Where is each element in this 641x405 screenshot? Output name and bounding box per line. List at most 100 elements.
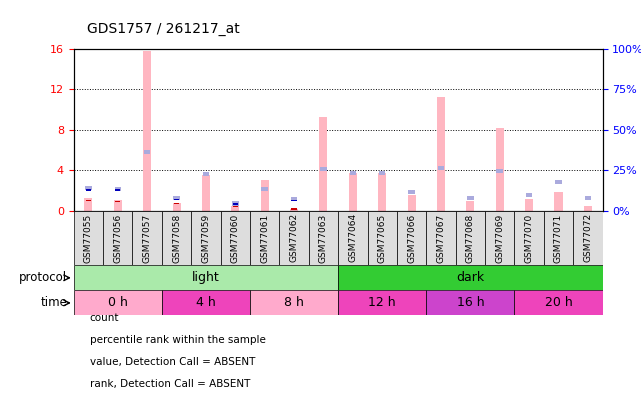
Bar: [233, 203, 238, 205]
Text: value, Detection Call = ABSENT: value, Detection Call = ABSENT: [90, 357, 255, 367]
Bar: [573, 211, 603, 265]
Text: 16 h: 16 h: [456, 296, 484, 309]
Text: 4 h: 4 h: [196, 296, 216, 309]
Bar: [338, 290, 426, 315]
Bar: [526, 194, 532, 198]
Bar: [485, 211, 514, 265]
Bar: [143, 51, 151, 211]
Text: count: count: [90, 313, 119, 322]
Bar: [291, 197, 297, 201]
Text: GSM77061: GSM77061: [260, 213, 269, 262]
Text: GSM77067: GSM77067: [437, 213, 445, 262]
Bar: [349, 173, 357, 211]
Bar: [74, 290, 162, 315]
Text: GSM77066: GSM77066: [407, 213, 416, 262]
Text: 0 h: 0 h: [108, 296, 128, 309]
Text: protocol: protocol: [19, 271, 67, 284]
Bar: [74, 265, 338, 290]
Bar: [292, 208, 297, 210]
Bar: [378, 173, 387, 211]
Bar: [262, 187, 268, 192]
Bar: [438, 166, 444, 170]
Bar: [309, 211, 338, 265]
Bar: [319, 117, 328, 211]
Text: GSM77057: GSM77057: [143, 213, 152, 262]
Bar: [466, 201, 474, 211]
Bar: [202, 175, 210, 211]
Bar: [85, 186, 92, 190]
Bar: [338, 211, 367, 265]
Bar: [86, 190, 91, 191]
Bar: [85, 198, 92, 211]
Bar: [379, 171, 385, 175]
Bar: [231, 206, 239, 211]
Bar: [203, 172, 209, 176]
Bar: [174, 202, 179, 205]
Bar: [514, 290, 603, 315]
Bar: [103, 211, 133, 265]
Text: rank, Detection Call = ABSENT: rank, Detection Call = ABSENT: [90, 379, 250, 389]
Bar: [250, 290, 338, 315]
Bar: [467, 196, 474, 200]
Bar: [133, 211, 162, 265]
Bar: [426, 211, 456, 265]
Bar: [408, 190, 415, 194]
Text: GSM77056: GSM77056: [113, 213, 122, 262]
Bar: [338, 265, 603, 290]
Bar: [261, 180, 269, 211]
Bar: [115, 187, 121, 192]
Text: 20 h: 20 h: [545, 296, 572, 309]
Text: GSM77069: GSM77069: [495, 213, 504, 262]
Bar: [173, 196, 179, 200]
Bar: [172, 202, 181, 211]
Bar: [426, 290, 514, 315]
Bar: [367, 211, 397, 265]
Text: 8 h: 8 h: [284, 296, 304, 309]
Bar: [162, 290, 250, 315]
Text: GSM77068: GSM77068: [466, 213, 475, 262]
Bar: [144, 150, 151, 154]
Bar: [174, 198, 179, 200]
Bar: [554, 192, 563, 211]
Bar: [290, 209, 298, 211]
Bar: [292, 200, 297, 201]
Text: GSM77063: GSM77063: [319, 213, 328, 262]
Text: GSM77058: GSM77058: [172, 213, 181, 262]
Bar: [525, 200, 533, 211]
Bar: [349, 171, 356, 175]
Bar: [585, 196, 591, 200]
Text: dark: dark: [456, 271, 485, 284]
Text: GSM77071: GSM77071: [554, 213, 563, 262]
Text: GSM77070: GSM77070: [524, 213, 533, 262]
Text: time: time: [40, 296, 67, 309]
Text: percentile rank within the sample: percentile rank within the sample: [90, 335, 265, 345]
Bar: [113, 200, 122, 211]
Bar: [555, 180, 562, 184]
Bar: [408, 196, 415, 211]
Text: GSM77060: GSM77060: [231, 213, 240, 262]
Bar: [221, 211, 250, 265]
Text: GSM77064: GSM77064: [348, 213, 357, 262]
Text: GSM77055: GSM77055: [84, 213, 93, 262]
Bar: [437, 97, 445, 211]
Bar: [86, 200, 91, 201]
Text: GSM77059: GSM77059: [201, 213, 210, 262]
Bar: [191, 211, 221, 265]
Bar: [584, 206, 592, 211]
Text: GSM77065: GSM77065: [378, 213, 387, 262]
Bar: [397, 211, 426, 265]
Text: GSM77062: GSM77062: [290, 213, 299, 262]
Bar: [162, 211, 191, 265]
Bar: [495, 128, 504, 211]
Text: 12 h: 12 h: [369, 296, 396, 309]
Bar: [544, 211, 573, 265]
Bar: [279, 211, 309, 265]
Text: light: light: [192, 271, 220, 284]
Bar: [74, 211, 103, 265]
Bar: [514, 211, 544, 265]
Bar: [232, 201, 238, 206]
Text: GSM77072: GSM77072: [583, 213, 592, 262]
Bar: [497, 169, 503, 173]
Bar: [456, 211, 485, 265]
Bar: [115, 200, 121, 202]
